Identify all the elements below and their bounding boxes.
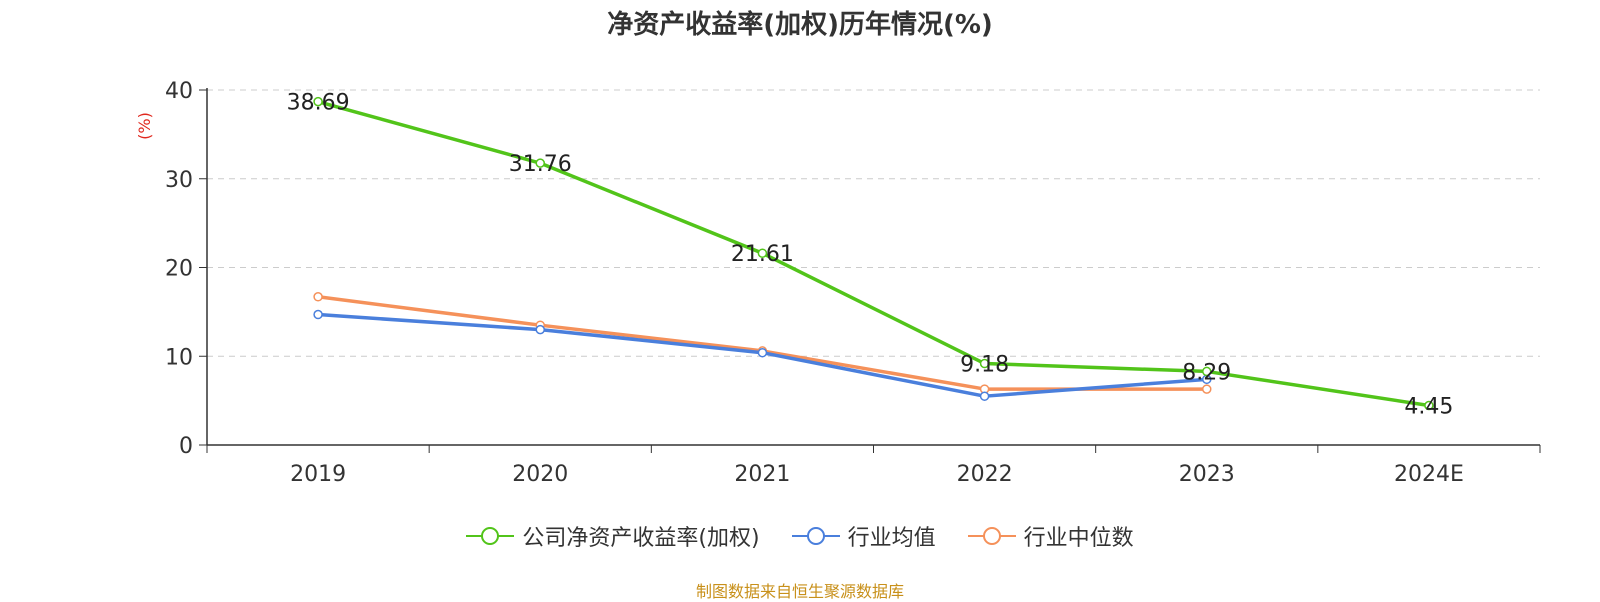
legend-item-company-roe[interactable]: 公司净资产收益率(加权) xyxy=(466,520,760,552)
data-point[interactable] xyxy=(757,248,768,258)
x-tick-label: 2023 xyxy=(1179,462,1235,487)
data-point[interactable] xyxy=(535,158,545,168)
legend-label: 公司净资产收益率(加权) xyxy=(522,526,760,551)
data-point[interactable] xyxy=(979,358,990,369)
data-point[interactable] xyxy=(313,292,323,302)
y-tick-label: 20 xyxy=(165,257,193,282)
legend-item-industry-mean[interactable]: 行业均值 xyxy=(791,520,936,552)
data-label: 38.69 xyxy=(287,91,350,116)
data-label: 21.61 xyxy=(731,242,794,267)
x-tick-label: 2019 xyxy=(290,462,346,487)
line-chart: 0 10 20 30 40 (%) 2019 2020 2021 2022 2023 2024E 38.… xyxy=(135,79,1541,487)
x-tick-label: 2022 xyxy=(957,462,1013,487)
data-point[interactable] xyxy=(979,391,990,401)
x-tick-label: 2020 xyxy=(512,462,568,487)
data-label: 9.18 xyxy=(960,353,1009,378)
data-point[interactable] xyxy=(1202,384,1212,394)
series-line xyxy=(317,295,1207,391)
series-line xyxy=(317,99,1430,408)
data-label: 4.45 xyxy=(1404,395,1453,420)
legend-line-circle-icon xyxy=(967,527,1016,545)
y-tick-label: 10 xyxy=(165,345,193,370)
source-note: 制图数据来自恒生聚源数据库 xyxy=(695,582,904,601)
data-point[interactable] xyxy=(1202,366,1212,377)
legend-label: 行业中位数 xyxy=(1023,526,1134,551)
legend: 公司净资产收益率(加权) 行业均值 行业中位数 xyxy=(0,520,1600,552)
y-tick-label: 0 xyxy=(179,434,193,459)
data-point[interactable] xyxy=(313,309,323,320)
data-point[interactable] xyxy=(1424,400,1434,411)
data-point[interactable] xyxy=(757,347,768,358)
data-point[interactable] xyxy=(535,324,545,335)
x-tick-label: 2024E xyxy=(1394,462,1464,487)
y-axis-label: (%) xyxy=(135,112,154,140)
legend-label: 行业均值 xyxy=(847,526,936,551)
legend-item-industry-median[interactable]: 行业中位数 xyxy=(967,520,1134,552)
legend-line-circle-icon xyxy=(466,527,515,545)
x-tick-label: 2021 xyxy=(734,462,790,487)
legend-line-circle-icon xyxy=(791,527,840,545)
data-label: 31.76 xyxy=(509,152,572,177)
y-tick-label: 40 xyxy=(165,79,193,104)
y-tick-label: 30 xyxy=(165,168,193,193)
chart-title: 净资产收益率(加权)历年情况(%) xyxy=(607,10,993,40)
data-label: 8.29 xyxy=(1182,360,1231,385)
data-point[interactable] xyxy=(313,96,323,107)
